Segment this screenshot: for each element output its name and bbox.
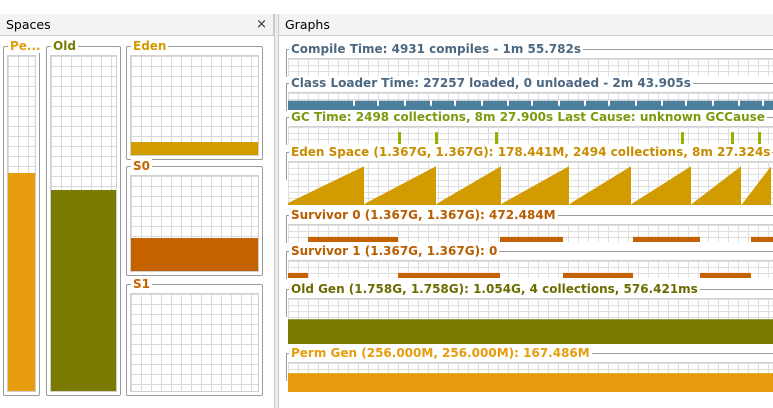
graph-plot — [288, 126, 773, 144]
usage-fill — [288, 373, 773, 392]
class-loader-gap — [738, 100, 740, 106]
graph-svg — [288, 166, 773, 205]
space-box-s1: S1 — [126, 277, 263, 396]
class-loader-gap — [507, 100, 509, 106]
survivor-0-block — [500, 236, 563, 242]
gc-spike — [435, 132, 438, 144]
graph-survivor-1: Survivor 1 (1.367G, 1.367G): 0 — [286, 244, 773, 279]
class-loader-gap — [712, 100, 714, 106]
survivor-1-block — [563, 272, 633, 278]
graph-svg — [288, 100, 773, 110]
gc-spike — [731, 132, 734, 144]
survivor-1-block — [700, 272, 751, 278]
gc-spike — [681, 132, 684, 144]
graph-plot — [288, 92, 773, 110]
panel-splitter[interactable] — [274, 14, 279, 408]
graphs-title-label: Graphs — [285, 17, 330, 32]
class-loader-gap — [558, 100, 560, 106]
graph-plot — [288, 161, 773, 205]
gc-spike — [495, 132, 498, 144]
survivor-0-block — [308, 236, 398, 242]
graph-label: Survivor 1 (1.367G, 1.367G): 0 — [289, 244, 500, 258]
survivor-1-block — [288, 272, 308, 278]
spaces-panel-title: Spaces × — [0, 14, 274, 36]
class-loader-band — [288, 100, 773, 110]
graph-svg — [288, 319, 773, 344]
space-fill-perm — [8, 173, 35, 391]
space-fill-eden — [131, 142, 258, 155]
graph-label: Survivor 0 (1.367G, 1.367G): 472.484M — [289, 208, 558, 222]
survivor-1-block — [398, 272, 500, 278]
class-loader-gap — [608, 100, 610, 106]
gc-spike — [398, 132, 401, 144]
graph-label: Old Gen (1.758G, 1.758G): 1.054G, 4 coll… — [289, 282, 700, 296]
space-box-s0: S0 — [126, 159, 263, 276]
graph-svg — [398, 132, 761, 144]
graph-class-loader-time: Class Loader Time: 27257 loaded, 0 unloa… — [286, 76, 773, 111]
space-label-s0: S0 — [131, 159, 152, 173]
graph-plot — [288, 224, 773, 242]
gc-spike — [758, 132, 761, 144]
class-loader-gap — [531, 100, 533, 106]
graphs-panel-title: Graphs — [279, 14, 773, 36]
space-label-s1: S1 — [131, 277, 152, 291]
graph-old-gen: Old Gen (1.758G, 1.758G): 1.054G, 4 coll… — [286, 282, 773, 344]
graph-perm-gen: Perm Gen (256.000M, 256.000M): 167.486M — [286, 346, 773, 392]
graph-plot — [288, 362, 773, 392]
graph-plot — [288, 260, 773, 278]
graph-plot — [288, 298, 773, 344]
graph-plot — [288, 58, 773, 76]
close-icon[interactable]: × — [256, 17, 267, 32]
graph-label: Eden Space (1.367G, 1.367G): 178.441M, 2… — [289, 145, 773, 159]
class-loader-gap — [430, 100, 432, 106]
graph-label: Perm Gen (256.000M, 256.000M): 167.486M — [289, 346, 592, 360]
graph-compile-time: Compile Time: 4931 compiles - 1m 55.782s — [286, 42, 773, 77]
survivor-0-block — [751, 236, 773, 242]
graph-gc-time: GC Time: 2498 collections, 8m 27.900s La… — [286, 110, 773, 145]
graph-label: GC Time: 2498 collections, 8m 27.900s La… — [289, 110, 767, 124]
spaces-title-label: Spaces — [6, 17, 51, 32]
class-loader-gap — [404, 100, 406, 106]
space-grid-s1 — [130, 293, 259, 392]
space-grid-old — [50, 55, 117, 392]
usage-fill — [288, 319, 773, 344]
graph-svg — [288, 373, 773, 392]
space-label-eden: Eden — [131, 39, 169, 53]
space-grid-eden — [130, 55, 259, 156]
class-loader-gap — [377, 100, 379, 106]
graph-svg — [288, 59, 773, 76]
graph-svg — [308, 236, 773, 242]
class-loader-gap — [635, 100, 637, 106]
class-loader-gap — [353, 100, 355, 106]
space-fill-old — [51, 190, 116, 391]
eden-usage-trace — [288, 166, 773, 205]
graph-svg — [288, 272, 751, 278]
graph-label: Class Loader Time: 27257 loaded, 0 unloa… — [289, 76, 693, 90]
class-loader-gap — [661, 100, 663, 106]
space-grid-perm — [7, 55, 36, 392]
class-loader-gap — [481, 100, 483, 106]
space-box-old: Old — [46, 39, 121, 396]
space-box-eden: Eden — [126, 39, 263, 160]
survivor-0-block — [633, 236, 700, 242]
space-label-perm: Pe... — [8, 39, 43, 53]
space-box-perm: Pe... — [3, 39, 43, 396]
space-fill-s0 — [131, 237, 258, 271]
class-loader-gap — [685, 100, 687, 106]
class-loader-gap — [584, 100, 586, 106]
graph-label: Compile Time: 4931 compiles - 1m 55.782s — [289, 42, 583, 56]
graph-survivor-0: Survivor 0 (1.367G, 1.367G): 472.484M — [286, 208, 773, 243]
class-loader-gap — [454, 100, 456, 106]
graph-eden-space: Eden Space (1.367G, 1.367G): 178.441M, 2… — [286, 145, 773, 205]
space-grid-s0 — [130, 175, 259, 272]
class-loader-gap — [762, 100, 764, 106]
space-label-old: Old — [51, 39, 78, 53]
